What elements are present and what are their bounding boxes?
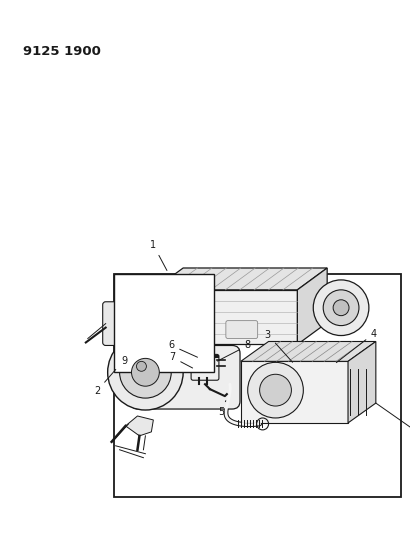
FancyBboxPatch shape xyxy=(171,321,203,338)
Circle shape xyxy=(136,361,146,372)
FancyBboxPatch shape xyxy=(191,354,219,380)
Polygon shape xyxy=(125,416,153,436)
Polygon shape xyxy=(298,268,327,344)
Circle shape xyxy=(132,358,159,386)
Circle shape xyxy=(120,346,171,398)
Circle shape xyxy=(108,335,183,410)
Circle shape xyxy=(323,290,359,326)
Circle shape xyxy=(260,374,291,406)
FancyBboxPatch shape xyxy=(131,345,240,409)
Text: 5: 5 xyxy=(218,401,226,417)
Polygon shape xyxy=(241,342,376,361)
FancyBboxPatch shape xyxy=(226,321,258,338)
Text: 9125 1900: 9125 1900 xyxy=(23,45,101,58)
Bar xyxy=(241,361,348,423)
Bar xyxy=(114,274,402,497)
Text: 3: 3 xyxy=(265,329,293,362)
Text: 9: 9 xyxy=(122,357,128,366)
Text: 7: 7 xyxy=(169,352,193,368)
Polygon shape xyxy=(348,342,376,423)
Circle shape xyxy=(333,300,349,316)
FancyBboxPatch shape xyxy=(103,302,144,345)
Text: 2: 2 xyxy=(94,369,116,396)
Text: 8: 8 xyxy=(217,341,251,361)
Circle shape xyxy=(248,362,303,418)
Bar xyxy=(114,274,214,373)
Bar xyxy=(153,290,298,344)
Text: 1: 1 xyxy=(150,240,167,271)
Polygon shape xyxy=(153,268,327,290)
Text: 4: 4 xyxy=(336,328,377,362)
Circle shape xyxy=(313,280,369,336)
Text: 6: 6 xyxy=(168,341,198,357)
